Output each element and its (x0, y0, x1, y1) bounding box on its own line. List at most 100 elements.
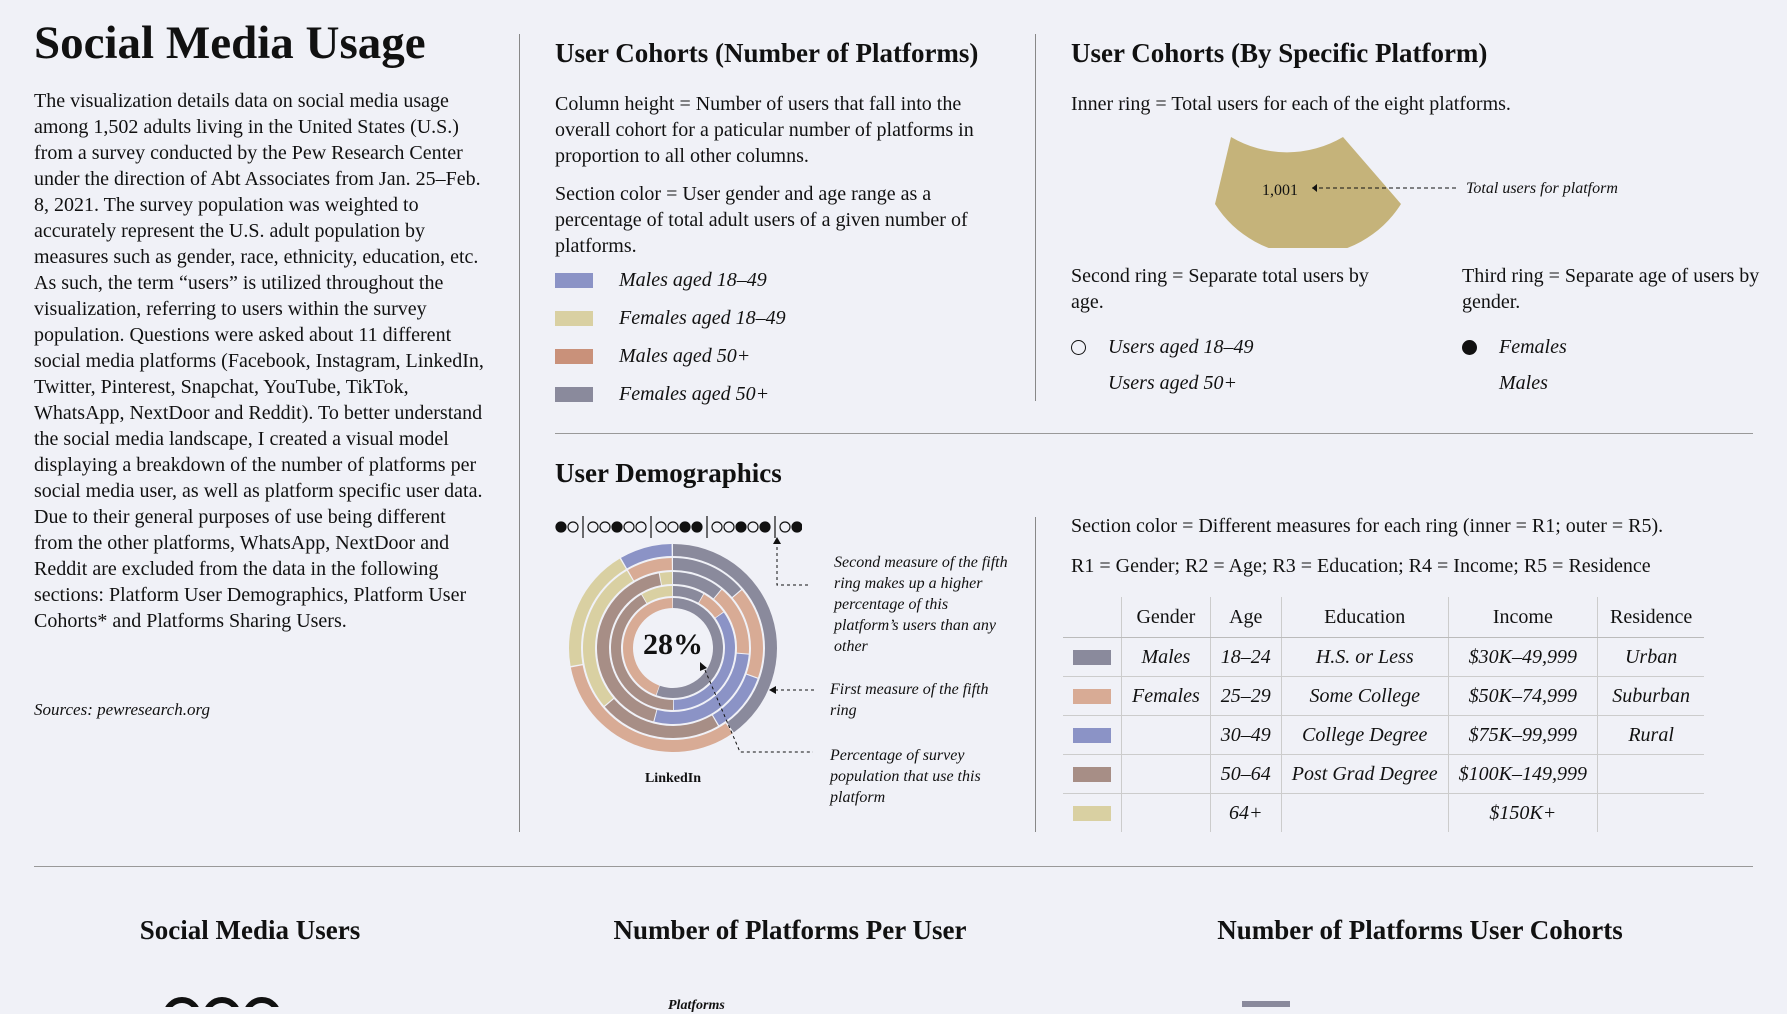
legend-label: Females aged 18–49 (619, 306, 786, 329)
table-cell (1597, 793, 1705, 832)
legend-swatch (555, 386, 593, 402)
section-color-desc: Section color = Different measures for e… (1071, 515, 1664, 537)
partial-column-bar (1242, 1001, 1290, 1007)
rings-key: R1 = Gender; R2 = Age; R3 = Education; R… (1071, 555, 1651, 577)
platform-label: LinkedIn (645, 771, 701, 786)
ring-segment (570, 665, 733, 752)
legend-males: Males (1462, 368, 1548, 398)
legend-item-females-18-49: Females aged 18–49 (555, 303, 786, 333)
demographics-table: Gender Age Education Income Residence Ma… (1063, 597, 1705, 832)
filled-circle-icon (1462, 339, 1477, 355)
legend-item-males-18-49: Males aged 18–49 (555, 265, 767, 295)
ring-segment (654, 653, 749, 724)
table-cell: Females (1121, 676, 1211, 716)
column-header: Education (1280, 597, 1449, 638)
table-cell: Suburban (1597, 676, 1705, 716)
ring-segment (673, 544, 777, 733)
row-swatch (1073, 767, 1111, 783)
table-cell: College Degree (1280, 715, 1449, 755)
table-cell: $30K–49,999 (1447, 637, 1598, 677)
table-header-row: Gender Age Education Income Residence (1063, 597, 1705, 638)
center-percentage: 28% (643, 628, 703, 661)
example-wedge-value: 1,001 (1262, 182, 1298, 199)
ring-segment (673, 558, 742, 598)
cohorts-number-title: User Cohorts (Number of Platforms) (555, 38, 979, 68)
third-ring-desc: Third ring = Separate age of users by ge… (1462, 265, 1760, 313)
legend-label: Females aged 50+ (619, 382, 770, 405)
table-cell: 25–29 (1209, 676, 1282, 716)
ring-segment (659, 572, 673, 585)
column-header: Age (1209, 597, 1282, 638)
row-swatch (1073, 806, 1111, 822)
table-row: 50–64 Post Grad Degree $100K–149,999 (1063, 754, 1705, 794)
second-ring-desc: Second ring = Separate total users by ag… (1071, 265, 1369, 313)
legend-label: Females (1499, 335, 1567, 358)
cohorts-number-desc-2: Section color = User gender and age rang… (555, 183, 968, 257)
ring-indicator-row (555, 516, 802, 538)
table-cell (1280, 793, 1449, 832)
ring-segment (673, 586, 704, 603)
column-divider-2 (1035, 34, 1036, 401)
table-cell: $100K–149,999 (1447, 754, 1598, 794)
annotation-leaders (704, 541, 817, 753)
annotation-second-measure: Second measure of the fifth ring makes u… (834, 554, 1008, 655)
ring-segment (623, 598, 673, 695)
legend-label: Users aged 50+ (1108, 371, 1238, 394)
row-swatch (1073, 650, 1111, 666)
row-swatch (1073, 728, 1111, 744)
table-cell: Some College (1280, 676, 1449, 716)
legend-label: Users aged 18–49 (1108, 335, 1254, 358)
cohorts-platform-title: User Cohorts (By Specific Platform) (1071, 38, 1488, 68)
open-circle-icon (1071, 339, 1086, 355)
table-cell: 64+ (1209, 793, 1282, 832)
example-wedge-diagram: 1,001 Total users for platform (1215, 137, 1618, 248)
partial-big-number (165, 997, 279, 1007)
ring-segment (699, 594, 724, 618)
example-wedge (1215, 137, 1401, 248)
intro-description: The visualization details data on social… (34, 90, 484, 632)
table-cell: H.S. or Less (1280, 637, 1449, 677)
table-row: Males 18–24 H.S. or Less $30K–49,999 Urb… (1063, 637, 1705, 677)
legend-label: Males (1499, 371, 1548, 394)
column-header: Residence (1597, 597, 1705, 638)
table-cell (1121, 793, 1211, 832)
partial-axis-label: Platforms (668, 998, 725, 1013)
ring-segment (732, 590, 763, 678)
table-cell (1121, 715, 1211, 755)
ring-segment (583, 570, 634, 706)
legend-swatch (555, 348, 593, 364)
ring-segment (714, 589, 749, 654)
arrowhead-icon (769, 686, 776, 694)
column-header: Gender (1121, 597, 1211, 638)
ring-dot-icon (567, 521, 579, 533)
annotation-first-measure: First measure of the fifth ring (830, 681, 989, 719)
ring-segments (569, 544, 777, 752)
table-row: Females 25–29 Some College $50K–74,999 S… (1063, 676, 1705, 716)
table-cell: $150K+ (1447, 793, 1598, 832)
table-cell: 30–49 (1209, 715, 1282, 755)
table-cell (1597, 754, 1705, 794)
legend-swatch (555, 272, 593, 288)
sources-note: Sources: pewresearch.org (34, 700, 210, 719)
legend-females: Females (1462, 332, 1567, 362)
ring-segment (673, 572, 722, 599)
demographics-title: User Demographics (555, 458, 782, 488)
ring-dot-icon (555, 521, 567, 533)
platforms-per-user-title: Number of Platforms Per User (613, 915, 967, 945)
page-title: Social Media Usage (34, 17, 426, 69)
legend-swatch (555, 310, 593, 326)
table-cell: Males (1121, 637, 1211, 677)
bottom-divider (34, 866, 1753, 867)
section-divider (555, 433, 1753, 434)
ring-segment (597, 573, 662, 722)
table-cell: 18–24 (1209, 637, 1282, 677)
ring-segment (621, 544, 672, 569)
ring-segment (712, 674, 758, 726)
wedge-annotation: Total users for platform (1466, 180, 1618, 197)
arrowhead-icon (700, 662, 707, 671)
legend-age-18-49: Users aged 18–49 (1071, 332, 1254, 362)
table-cell: 50–64 (1209, 754, 1282, 794)
legend-item-males-50: Males aged 50+ (555, 341, 750, 371)
demographics-ring-chart: 28% LinkedIn (569, 537, 817, 786)
social-media-users-title: Social Media Users (139, 915, 361, 945)
